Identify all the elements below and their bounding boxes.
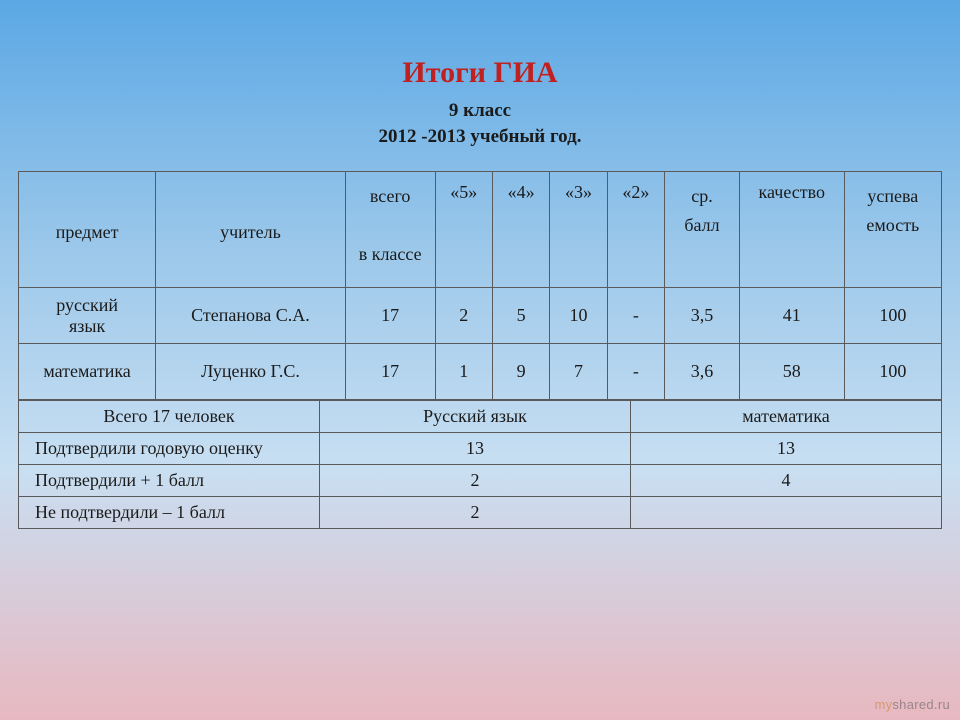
col-header-subject: предмет (19, 172, 156, 288)
watermark-prefix: my (874, 697, 892, 712)
col-header-g4: «4» (492, 172, 549, 288)
sub-math (630, 497, 941, 529)
page-title: Итоги ГИА (18, 56, 942, 90)
col-header-teacher: учитель (156, 172, 346, 288)
cell-subject: русский язык (19, 288, 156, 344)
sub-row: Подтвердили годовую оценку 13 13 (19, 433, 942, 465)
col-header-quality: качество (739, 172, 844, 288)
cell-g5: 1 (435, 344, 492, 400)
sub-math: 13 (630, 433, 941, 465)
results-table: предмет учитель всего в классе «5» «4» «… (18, 171, 942, 400)
cell-teacher: Луценко Г.С. (156, 344, 346, 400)
sub-label: Не подтвердили – 1 балл (19, 497, 320, 529)
sub-rus: 2 (319, 497, 630, 529)
sub-rus: 13 (319, 433, 630, 465)
cell-teacher: Степанова С.А. (156, 288, 346, 344)
page-subtitle: 9 класс 2012 -2013 учебный год. (18, 98, 942, 149)
col-header-pass: успева емость (844, 172, 941, 288)
sub-col-math: математика (630, 401, 941, 433)
col-header-avg: ср. балл (665, 172, 740, 288)
col-header-g2: «2» (607, 172, 664, 288)
cell-pass: 100 (844, 344, 941, 400)
cell-avg: 3,6 (665, 344, 740, 400)
sub-col-rus: Русский язык (319, 401, 630, 433)
cell-g4: 5 (492, 288, 549, 344)
sub-header-row: Всего 17 человек Русский язык математика (19, 401, 942, 433)
table-row: русский язык Степанова С.А. 17 2 5 10 - … (19, 288, 942, 344)
col-header-g5: «5» (435, 172, 492, 288)
sub-label: Подтвердили годовую оценку (19, 433, 320, 465)
cell-g5: 2 (435, 288, 492, 344)
cell-pass: 100 (844, 288, 941, 344)
cell-g3: 10 (550, 288, 607, 344)
sub-row: Не подтвердили – 1 балл 2 (19, 497, 942, 529)
sub-rus: 2 (319, 465, 630, 497)
col-header-total: всего в классе (345, 172, 435, 288)
cell-g3: 7 (550, 344, 607, 400)
cell-avg: 3,5 (665, 288, 740, 344)
sub-math: 4 (630, 465, 941, 497)
sub-label: Подтвердили + 1 балл (19, 465, 320, 497)
cell-g2: - (607, 288, 664, 344)
table-row: математика Луценко Г.С. 17 1 9 7 - 3,6 5… (19, 344, 942, 400)
subtitle-line-1: 9 класс (449, 100, 511, 121)
cell-quality: 41 (739, 288, 844, 344)
table-header-row: предмет учитель всего в классе «5» «4» «… (19, 172, 942, 288)
cell-total: 17 (345, 344, 435, 400)
cell-quality: 58 (739, 344, 844, 400)
confirmation-table: Всего 17 человек Русский язык математика… (18, 400, 942, 529)
sub-row: Подтвердили + 1 балл 2 4 (19, 465, 942, 497)
cell-g2: - (607, 344, 664, 400)
col-header-g3: «3» (550, 172, 607, 288)
cell-subject: математика (19, 344, 156, 400)
sub-col-total: Всего 17 человек (19, 401, 320, 433)
subtitle-line-2: 2012 -2013 учебный год. (379, 126, 582, 147)
watermark-suffix: shared.ru (892, 697, 950, 712)
watermark: myshared.ru (874, 697, 950, 712)
cell-g4: 9 (492, 344, 549, 400)
cell-total: 17 (345, 288, 435, 344)
